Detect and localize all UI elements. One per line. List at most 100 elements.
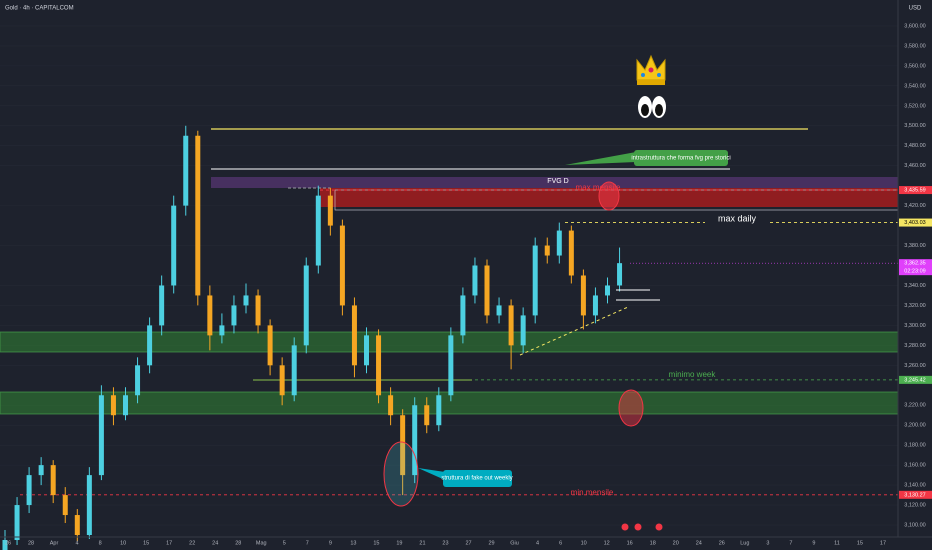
candle-body (339, 225, 345, 306)
x-tick-label: 24 (696, 540, 702, 546)
x-tick-label: 17 (880, 540, 886, 546)
x-tick-label: 5 (283, 540, 286, 546)
chart-title: Gold · 4h · CAPITALCOM (5, 6, 74, 12)
annotation: FVG D (547, 178, 568, 185)
callout-box (443, 470, 512, 487)
candle-body (171, 205, 177, 286)
price-axis-labels: 3,100.00 3,120.00 3,140.00 3,160.00 3,180.00… (899, 23, 932, 528)
callout-box (634, 150, 728, 166)
x-tick-label: 15 (373, 540, 379, 546)
x-tick-label: 10 (581, 540, 587, 546)
candle-body (98, 395, 104, 476)
candle-body (496, 305, 502, 316)
candle-body (376, 335, 382, 396)
y-tick-label: 3,580.00 (904, 43, 925, 49)
x-tick-label: 9 (812, 540, 815, 546)
x-tick-label: 26 (5, 540, 11, 546)
x-tick-label: 7 (789, 540, 792, 546)
x-tick-label: 11 (834, 540, 840, 546)
candle-body (472, 265, 478, 296)
y-tick-label: 3,600.00 (904, 23, 925, 29)
candle-body (255, 295, 261, 326)
annotation: max daily (718, 213, 757, 223)
y-tick-label: 3,520.00 (904, 103, 925, 109)
x-tick-label: 26 (719, 540, 725, 546)
y-tick-label: 3,100.00 (904, 522, 925, 528)
x-tick-label: 4 (536, 540, 539, 546)
y-tick-label: 3,140.00 (904, 483, 925, 489)
candle-body (436, 395, 442, 426)
levels (20, 128, 898, 496)
x-tick-label: 15 (857, 540, 863, 546)
x-tick-label: 29 (488, 540, 494, 546)
x-tick-label: 7 (306, 540, 309, 546)
price-tag-label: 3,435.59 (904, 188, 925, 194)
y-tick-label: 3,180.00 (904, 443, 925, 449)
x-tick-label: 8 (99, 540, 102, 546)
price-tag (899, 490, 932, 499)
price-timer: 02:23:09 (904, 269, 925, 275)
price-tag-label: 3,245.42 (904, 377, 925, 383)
y-tick-label: 3,300.00 (904, 323, 925, 329)
candle-body (207, 295, 213, 336)
eyes-icon (638, 96, 666, 118)
x-tick-label: 13 (350, 540, 356, 546)
x-tick-label: Giu (510, 540, 519, 546)
candle-body (2, 539, 8, 550)
candle-body (351, 305, 357, 366)
price-tag (899, 375, 932, 384)
candle-body (135, 365, 141, 396)
y-tick-label: 3,280.00 (904, 343, 925, 349)
candle-body (74, 515, 80, 536)
candle-body (38, 465, 44, 476)
callout-pointer (565, 152, 636, 165)
candle-body (123, 395, 128, 416)
x-tick-label: 10 (120, 540, 126, 546)
candle-body (412, 405, 418, 476)
candle-body (231, 305, 237, 326)
annotation: max mensile (576, 183, 621, 192)
x-tick-label: 6 (559, 540, 562, 546)
y-tick-label: 3,200.00 (904, 423, 925, 429)
candle-body (544, 245, 550, 256)
candle-body (460, 295, 466, 336)
candle-body (291, 345, 297, 396)
x-tick-label: 17 (166, 540, 172, 546)
candle-body (303, 265, 309, 346)
crown-icon (636, 54, 666, 85)
x-tick-label: 19 (396, 540, 402, 546)
candle-body (110, 395, 116, 416)
y-tick-label: 3,120.00 (904, 503, 925, 509)
x-tick-label: 27 (465, 540, 471, 546)
candle-body (580, 275, 586, 316)
x-tick-label: 16 (627, 540, 633, 546)
price-tag (899, 259, 932, 276)
trend-line (519, 306, 629, 356)
x-tick-label: 18 (650, 540, 656, 546)
candle-body (568, 230, 574, 276)
y-tick-label: 3,160.00 (904, 463, 925, 469)
callout-pointer (418, 468, 445, 480)
highlight-circle (618, 389, 644, 427)
candle-body (219, 325, 225, 336)
x-tick-label: 20 (673, 540, 679, 546)
y-tick-label: 3,340.00 (904, 283, 925, 289)
candle-body (62, 495, 68, 516)
candle-body (605, 285, 610, 296)
event-icons (621, 523, 663, 531)
y-tick-label: 3,420.00 (904, 203, 925, 209)
candle-body (327, 195, 333, 226)
callout-text: struttura di fake out weekly (441, 476, 512, 482)
annotation: min mensile (571, 488, 614, 497)
time-axis: 26 28 Apr 4 8 10 15 17 22 24 28 Mag 5 7 9 13 15 19 21 23 27 2… (5, 540, 886, 546)
price-tag (899, 186, 932, 195)
x-tick-label: 3 (766, 540, 769, 546)
callout-text: intrastruttura che forma fvg pre storici (631, 156, 730, 162)
candle-body (50, 465, 56, 496)
x-tick-label: 28 (28, 540, 34, 546)
price-tag-label: 3,403.03 (904, 220, 925, 226)
y-tick-label: 3,220.00 (904, 403, 925, 409)
